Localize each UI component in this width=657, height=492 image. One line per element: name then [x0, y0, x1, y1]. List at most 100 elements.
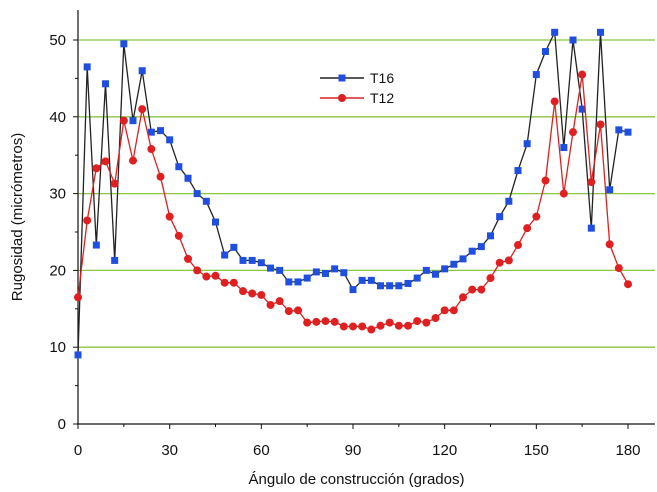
- series-layer: [74, 28, 632, 359]
- data-point-t16: [386, 282, 394, 290]
- data-point-t16: [459, 255, 467, 263]
- legend-marker-t12: [338, 94, 346, 102]
- data-point-t12: [193, 266, 202, 275]
- data-point-t12: [449, 306, 458, 315]
- legend-marker-t16: [338, 74, 346, 82]
- y-tick-label: 0: [58, 416, 66, 433]
- data-point-t12: [184, 254, 192, 263]
- data-point-t12: [367, 325, 376, 334]
- data-point-t12: [376, 321, 385, 330]
- legend-label-t12: T12: [370, 90, 394, 106]
- data-point-t12: [569, 128, 577, 137]
- data-point-t16: [560, 144, 568, 152]
- data-point-t16: [395, 282, 403, 290]
- data-point-t16: [303, 274, 311, 282]
- data-point-t16: [624, 128, 632, 136]
- data-point-t12: [248, 289, 257, 298]
- legend-label-t16: T16: [370, 70, 394, 86]
- data-point-t16: [578, 105, 586, 113]
- data-point-t12: [321, 317, 330, 326]
- data-point-t12: [614, 264, 623, 273]
- data-point-t16: [120, 40, 128, 48]
- data-point-t12: [165, 212, 174, 221]
- data-point-t12: [605, 240, 614, 249]
- data-point-t16: [487, 232, 494, 240]
- data-point-t16: [111, 256, 119, 264]
- data-point-t16: [542, 48, 549, 56]
- data-point-t16: [358, 276, 366, 284]
- data-point-t12: [239, 287, 247, 296]
- data-point-t16: [505, 197, 513, 205]
- data-point-t12: [468, 285, 477, 294]
- data-point-t12: [532, 212, 541, 221]
- data-point-t16: [312, 268, 320, 276]
- data-point-t12: [92, 164, 101, 173]
- x-tick-label: 60: [253, 442, 270, 459]
- x-tick-label: 0: [74, 442, 82, 459]
- data-point-t12: [624, 280, 632, 289]
- y-tick-label: 20: [49, 262, 66, 279]
- data-point-t12: [339, 322, 348, 331]
- data-point-t12: [257, 290, 266, 299]
- data-point-t16: [83, 63, 91, 71]
- data-point-t12: [83, 216, 92, 225]
- data-point-t16: [331, 265, 339, 273]
- data-point-t12: [422, 318, 431, 327]
- data-point-t16: [285, 278, 293, 286]
- data-point-t12: [266, 300, 275, 309]
- data-point-t16: [569, 36, 577, 44]
- legend: T16 T12: [317, 67, 419, 109]
- data-point-t16: [92, 241, 100, 249]
- data-point-t12: [486, 274, 495, 283]
- data-point-t16: [276, 266, 284, 274]
- x-tick-label: 90: [345, 442, 362, 459]
- data-point-t12: [156, 172, 165, 181]
- x-tick-label: 150: [524, 442, 549, 459]
- data-point-t16: [615, 126, 623, 134]
- data-point-t16: [551, 28, 559, 36]
- data-point-t16: [587, 224, 595, 232]
- data-point-t16: [496, 213, 504, 221]
- data-point-t12: [578, 70, 587, 79]
- gridlines: [78, 39, 655, 348]
- data-point-t12: [394, 321, 403, 330]
- data-point-t16: [230, 243, 238, 251]
- ticks: 0 10 20 30 40 50 0 30 60 90 120 150 180: [49, 32, 640, 459]
- data-point-t16: [212, 218, 219, 226]
- data-point-t12: [119, 116, 128, 125]
- x-axis-label: Ángulo de construcción (grados): [249, 471, 465, 488]
- data-point-t16: [147, 128, 155, 136]
- data-point-t16: [432, 270, 439, 278]
- data-point-t12: [312, 317, 321, 326]
- data-point-t12: [330, 317, 339, 326]
- data-point-t16: [221, 251, 229, 259]
- data-point-t12: [541, 176, 550, 185]
- data-point-t16: [257, 259, 265, 267]
- data-point-t12: [413, 317, 422, 326]
- data-point-t16: [523, 140, 531, 148]
- data-point-t16: [340, 269, 348, 277]
- data-point-t16: [129, 117, 137, 125]
- data-point-t12: [74, 293, 82, 302]
- data-point-t12: [349, 322, 357, 331]
- data-point-t16: [349, 286, 357, 294]
- data-point-t16: [157, 127, 164, 135]
- data-point-t12: [559, 189, 568, 198]
- series-t16: [74, 28, 632, 359]
- data-point-t12: [596, 120, 605, 129]
- data-point-t16: [377, 282, 384, 290]
- y-tick-label: 40: [49, 109, 66, 126]
- data-point-t16: [74, 351, 82, 359]
- data-point-t12: [477, 285, 486, 294]
- data-point-t16: [184, 174, 192, 182]
- data-point-t12: [495, 258, 504, 267]
- data-point-t12: [514, 241, 522, 250]
- x-tick-label: 30: [161, 442, 178, 459]
- data-point-t12: [431, 314, 440, 323]
- data-point-t16: [532, 71, 540, 79]
- data-point-t16: [367, 276, 375, 284]
- x-tick-label: 120: [432, 442, 457, 459]
- data-point-t12: [385, 318, 394, 327]
- data-point-t16: [166, 136, 174, 144]
